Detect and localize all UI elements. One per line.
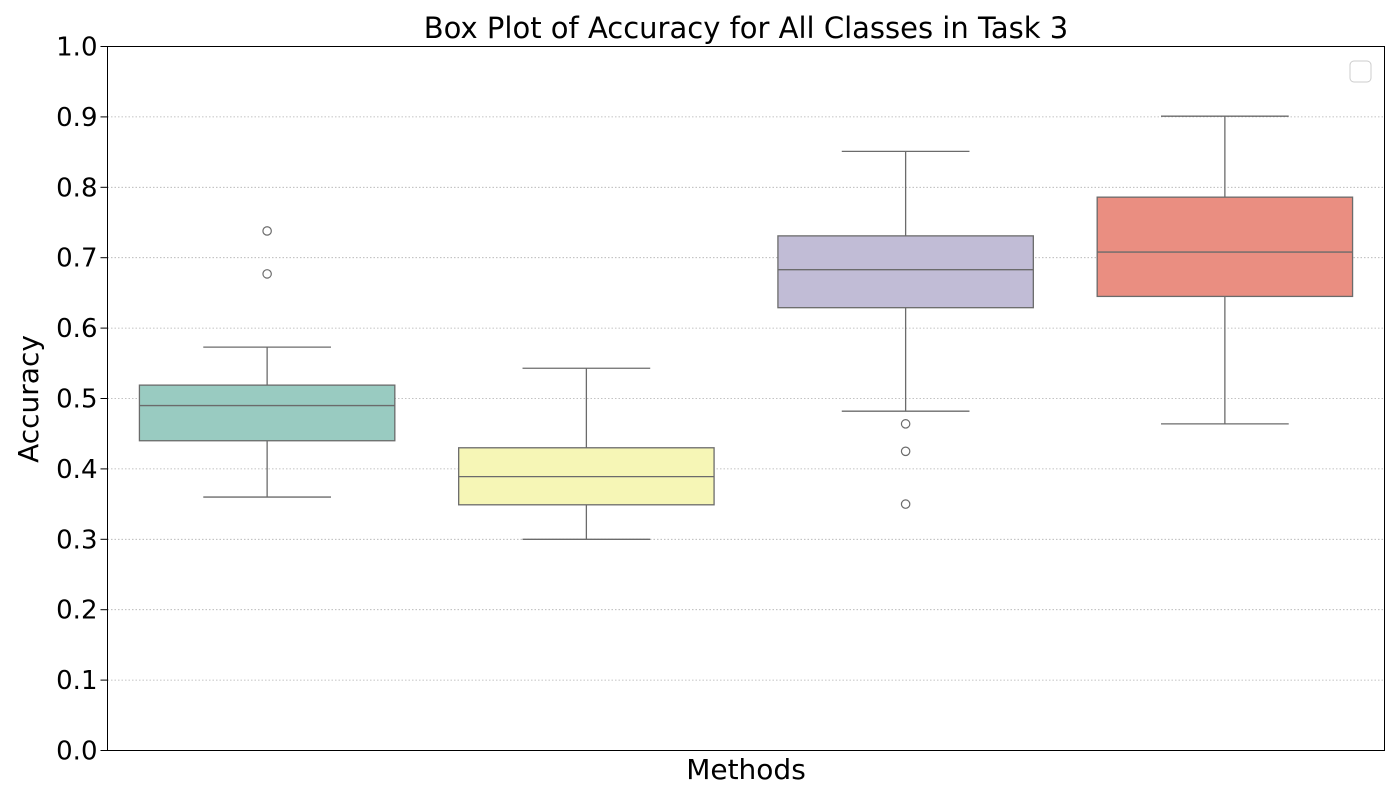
y-tick-label: 0.1	[56, 666, 97, 696]
y-tick-label: 0.4	[56, 455, 97, 485]
y-tick-label: 0.7	[56, 244, 97, 274]
box-group	[777, 150, 1034, 509]
outlier-point	[900, 499, 911, 509]
iqr-box	[1096, 196, 1354, 298]
y-tick-label: 0.2	[56, 596, 97, 626]
x-axis-label: Methods	[686, 753, 806, 786]
box-series	[138, 115, 1354, 540]
y-tick-label: 0.8	[56, 173, 97, 203]
y-tick-label: 0.6	[56, 314, 97, 344]
outlier-point	[262, 269, 272, 279]
y-axis-ticks: 0.0 0.1 0.2 0.3 0.4 0.5 0.6 0.7 0.8 0.9 1.0	[56, 33, 108, 767]
iqr-box	[138, 384, 396, 442]
y-axis-label: Accuracy	[12, 335, 45, 463]
box-group	[458, 367, 715, 540]
outlier-point	[900, 446, 911, 457]
y-tick-label: 0.0	[56, 737, 97, 767]
outlier-point	[900, 419, 911, 429]
y-tick-label: 0.5	[56, 385, 97, 415]
chart-title: Box Plot of Accuracy for All Classes in …	[424, 11, 1068, 45]
outlier-point	[262, 226, 272, 236]
y-tick-label: 0.3	[56, 525, 97, 555]
box-group	[1096, 115, 1354, 425]
box-group	[138, 226, 396, 498]
y-tick-label: 0.9	[56, 103, 97, 133]
legend-box	[1349, 60, 1372, 83]
iqr-box	[777, 235, 1034, 309]
y-tick-label: 1.0	[56, 33, 97, 63]
